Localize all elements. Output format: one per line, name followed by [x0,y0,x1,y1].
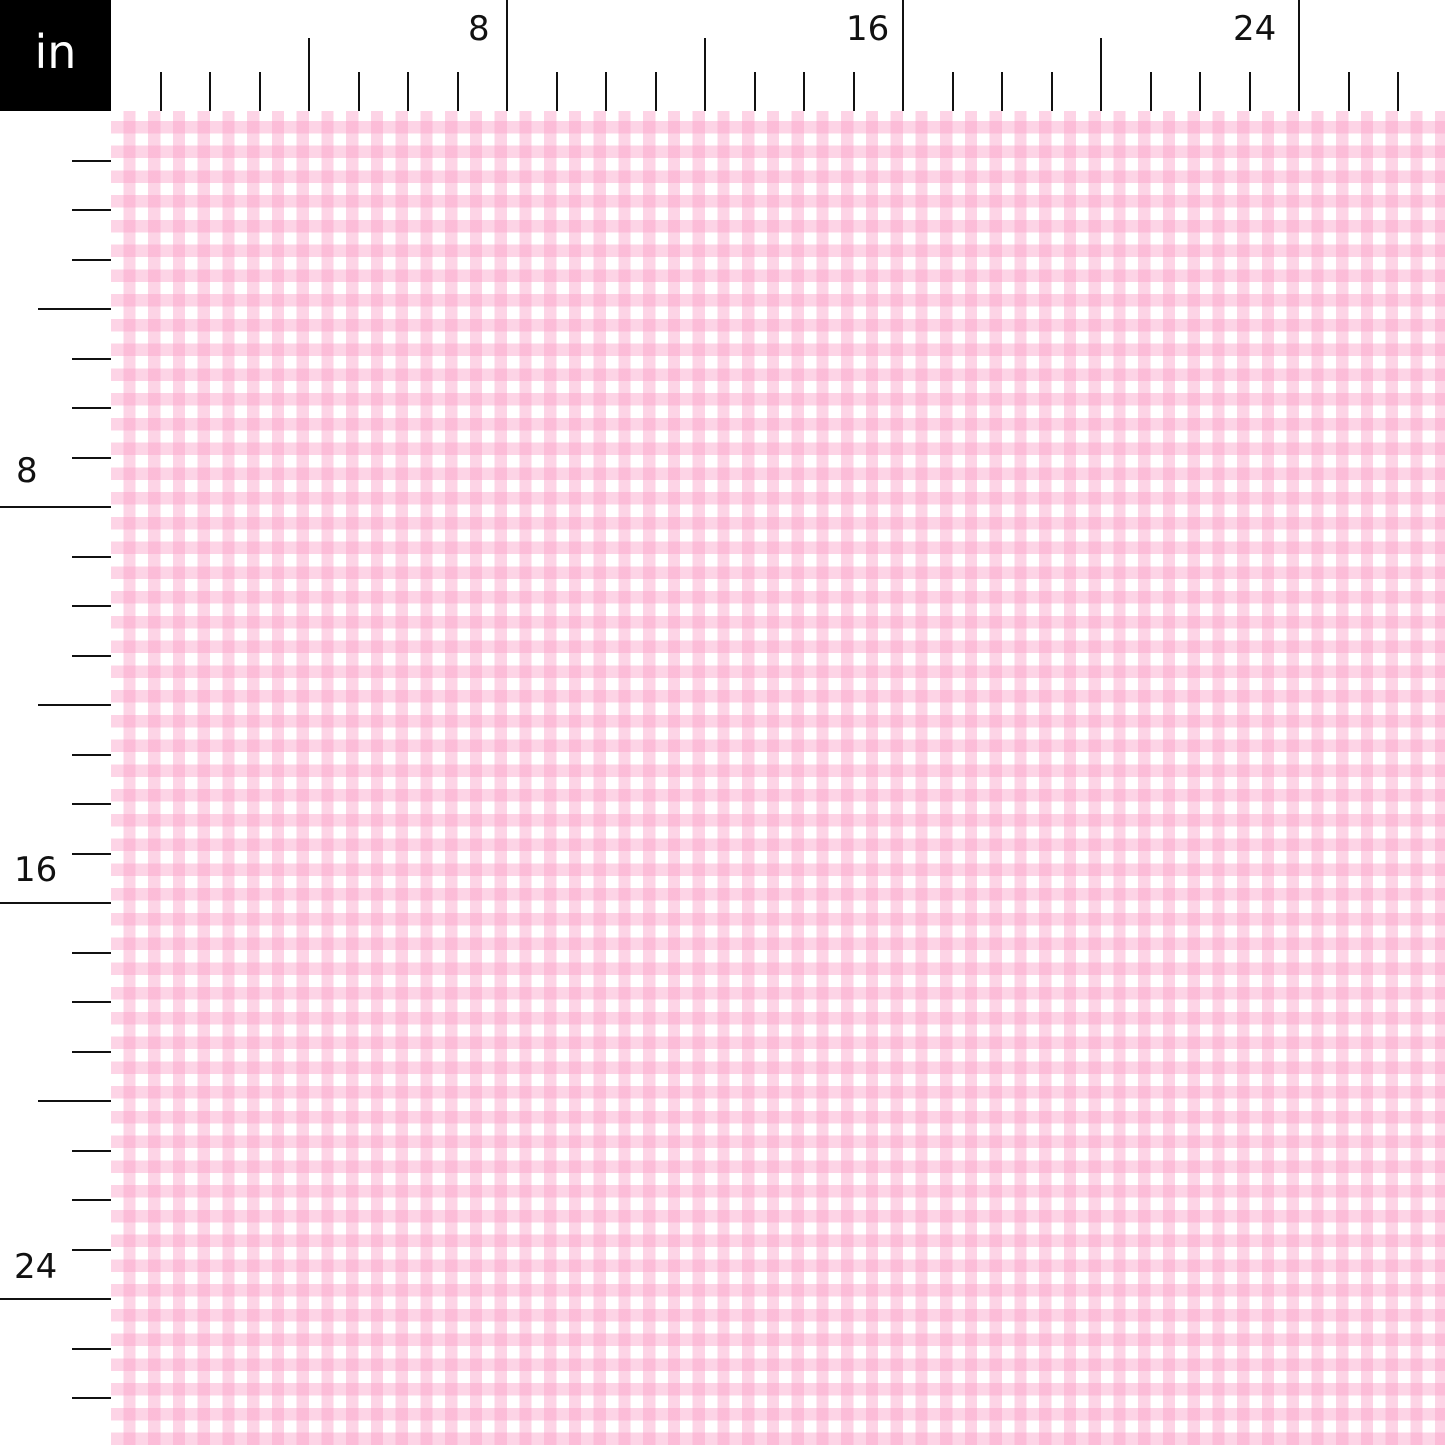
top-ruler-tick [506,0,508,111]
left-ruler-tick [0,506,111,508]
top-ruler-tick [308,38,310,111]
left-ruler-tick [72,358,111,360]
left-ruler-tick [72,259,111,261]
top-ruler-tick [952,72,954,111]
top-ruler-tick [605,72,607,111]
top-ruler-label-8: 8 [468,9,490,49]
top-ruler-tick [803,72,805,111]
top-ruler-tick [407,72,409,111]
left-ruler-tick [72,655,111,657]
top-ruler-tick [1051,72,1053,111]
left-ruler-tick [72,605,111,607]
top-ruler-tick [754,72,756,111]
top-ruler-label-24: 24 [1233,9,1277,49]
unit-label: in [0,0,111,111]
left-ruler-tick [0,902,111,904]
top-ruler-tick [1199,72,1201,111]
fabric-pattern-preview [111,111,1445,1445]
top-ruler-tick [1249,72,1251,111]
left-ruler-tick [72,1150,111,1152]
top-ruler-tick [704,38,706,111]
left-ruler-tick [72,1397,111,1399]
left-ruler-label-16: 16 [14,850,58,890]
left-ruler-tick [72,803,111,805]
top-ruler-tick [1298,0,1300,111]
top-ruler-tick [160,72,162,111]
top-ruler-label-16: 16 [846,9,890,49]
top-ruler-tick [259,72,261,111]
left-ruler-tick [38,704,111,706]
left-ruler-tick [72,556,111,558]
top-ruler-tick [1001,72,1003,111]
left-ruler-tick [72,853,111,855]
left-ruler-label-24: 24 [14,1247,58,1287]
left-ruler-tick [72,1051,111,1053]
left-ruler-tick [72,1249,111,1251]
left-ruler-tick [72,1199,111,1201]
left-ruler-tick [38,308,111,310]
top-ruler-tick [209,72,211,111]
left-ruler-tick [72,754,111,756]
left-ruler-label-8: 8 [16,451,38,491]
left-ruler-tick [72,160,111,162]
left-ruler-tick [72,407,111,409]
left-ruler-tick [72,1348,111,1350]
top-ruler-tick [853,72,855,111]
left-ruler-tick [72,952,111,954]
left-ruler-tick [72,209,111,211]
top-ruler-tick [358,72,360,111]
top-ruler-tick [457,72,459,111]
top-ruler-tick [902,0,904,111]
top-ruler-tick [1100,38,1102,111]
top-ruler-tick [1150,72,1152,111]
top-ruler-tick [556,72,558,111]
left-ruler-tick [38,1100,111,1102]
top-ruler-tick [655,72,657,111]
top-ruler-tick [1397,72,1399,111]
left-ruler-tick [0,1298,111,1300]
left-ruler-tick [72,457,111,459]
top-ruler-tick [1348,72,1350,111]
left-ruler-tick [72,1001,111,1003]
